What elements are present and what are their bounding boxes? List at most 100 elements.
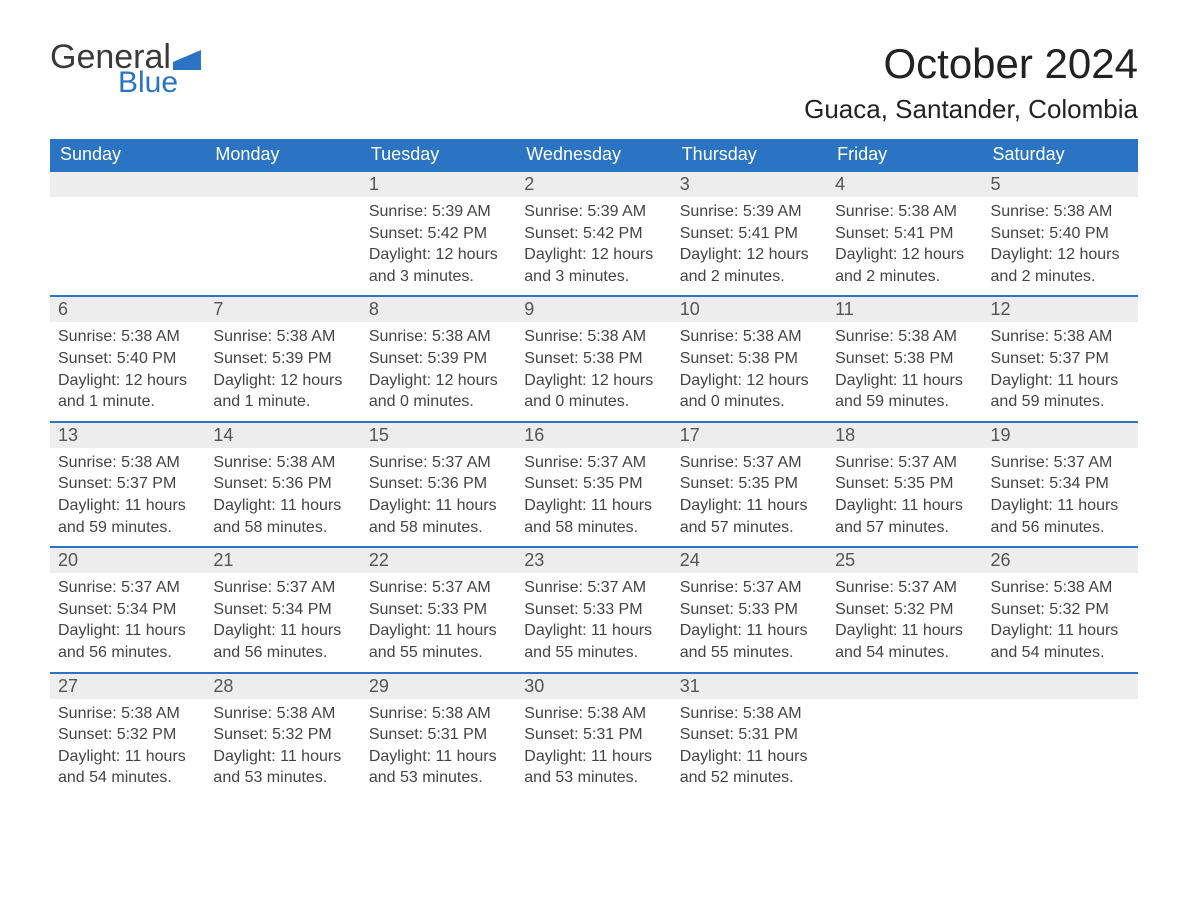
day-number: 28: [205, 672, 360, 699]
day-details: Sunrise: 5:38 AMSunset: 5:37 PMDaylight:…: [983, 322, 1138, 420]
day-details: Sunrise: 5:39 AMSunset: 5:42 PMDaylight:…: [516, 197, 671, 295]
daylight-text: Daylight: 12 hours and 1 minute.: [58, 370, 197, 413]
day-number: 9: [516, 295, 671, 322]
sunrise-text: Sunrise: 5:38 AM: [835, 326, 974, 348]
sunset-text: Sunset: 5:38 PM: [680, 348, 819, 370]
day-details: Sunrise: 5:38 AMSunset: 5:32 PMDaylight:…: [983, 573, 1138, 671]
day-number: 23: [516, 546, 671, 573]
sunrise-text: Sunrise: 5:38 AM: [213, 703, 352, 725]
day-number: 18: [827, 421, 982, 448]
day-number: 14: [205, 421, 360, 448]
daylight-text: Daylight: 11 hours and 54 minutes.: [991, 620, 1130, 663]
calendar-cell: [50, 170, 205, 295]
sunset-text: Sunset: 5:38 PM: [524, 348, 663, 370]
calendar-week-row: 27Sunrise: 5:38 AMSunset: 5:32 PMDayligh…: [50, 672, 1138, 797]
calendar-cell: 12Sunrise: 5:38 AMSunset: 5:37 PMDayligh…: [983, 295, 1138, 420]
sunset-text: Sunset: 5:34 PM: [991, 473, 1130, 495]
sunrise-text: Sunrise: 5:38 AM: [991, 201, 1130, 223]
sunrise-text: Sunrise: 5:37 AM: [835, 452, 974, 474]
day-number: 25: [827, 546, 982, 573]
sunrise-text: Sunrise: 5:38 AM: [213, 452, 352, 474]
day-details: Sunrise: 5:38 AMSunset: 5:32 PMDaylight:…: [50, 699, 205, 797]
sunset-text: Sunset: 5:41 PM: [835, 223, 974, 245]
day-details: Sunrise: 5:37 AMSunset: 5:33 PMDaylight:…: [672, 573, 827, 671]
day-number: 11: [827, 295, 982, 322]
day-details: Sunrise: 5:37 AMSunset: 5:32 PMDaylight:…: [827, 573, 982, 671]
daylight-text: Daylight: 11 hours and 53 minutes.: [369, 746, 508, 789]
calendar-cell: 11Sunrise: 5:38 AMSunset: 5:38 PMDayligh…: [827, 295, 982, 420]
day-details: Sunrise: 5:38 AMSunset: 5:38 PMDaylight:…: [827, 322, 982, 420]
weekday-heading: Wednesday: [516, 139, 671, 170]
day-details: Sunrise: 5:38 AMSunset: 5:38 PMDaylight:…: [672, 322, 827, 420]
calendar-cell: 23Sunrise: 5:37 AMSunset: 5:33 PMDayligh…: [516, 546, 671, 671]
day-details: Sunrise: 5:37 AMSunset: 5:33 PMDaylight:…: [361, 573, 516, 671]
day-number: 29: [361, 672, 516, 699]
sunrise-text: Sunrise: 5:37 AM: [680, 577, 819, 599]
day-number: 13: [50, 421, 205, 448]
day-details: Sunrise: 5:37 AMSunset: 5:34 PMDaylight:…: [983, 448, 1138, 546]
sunrise-text: Sunrise: 5:38 AM: [680, 703, 819, 725]
day-details: Sunrise: 5:37 AMSunset: 5:34 PMDaylight:…: [50, 573, 205, 671]
sunrise-text: Sunrise: 5:38 AM: [991, 326, 1130, 348]
day-number: [983, 672, 1138, 699]
sunset-text: Sunset: 5:34 PM: [58, 599, 197, 621]
day-number: 4: [827, 170, 982, 197]
logo: General Blue: [50, 40, 201, 98]
sunset-text: Sunset: 5:35 PM: [524, 473, 663, 495]
calendar-cell: 28Sunrise: 5:38 AMSunset: 5:32 PMDayligh…: [205, 672, 360, 797]
sunset-text: Sunset: 5:39 PM: [213, 348, 352, 370]
weekday-heading: Sunday: [50, 139, 205, 170]
day-number: 10: [672, 295, 827, 322]
sunset-text: Sunset: 5:32 PM: [58, 724, 197, 746]
sunset-text: Sunset: 5:32 PM: [213, 724, 352, 746]
sunset-text: Sunset: 5:35 PM: [835, 473, 974, 495]
calendar-cell: 2Sunrise: 5:39 AMSunset: 5:42 PMDaylight…: [516, 170, 671, 295]
day-details: Sunrise: 5:38 AMSunset: 5:31 PMDaylight:…: [361, 699, 516, 797]
day-details: Sunrise: 5:37 AMSunset: 5:33 PMDaylight:…: [516, 573, 671, 671]
sunset-text: Sunset: 5:32 PM: [991, 599, 1130, 621]
daylight-text: Daylight: 12 hours and 2 minutes.: [991, 244, 1130, 287]
day-details: Sunrise: 5:37 AMSunset: 5:35 PMDaylight:…: [672, 448, 827, 546]
sunset-text: Sunset: 5:40 PM: [58, 348, 197, 370]
day-number: 17: [672, 421, 827, 448]
calendar-cell: 17Sunrise: 5:37 AMSunset: 5:35 PMDayligh…: [672, 421, 827, 546]
day-number: 1: [361, 170, 516, 197]
title-block: October 2024 Guaca, Santander, Colombia: [804, 40, 1138, 125]
day-number: 5: [983, 170, 1138, 197]
calendar-cell: 31Sunrise: 5:38 AMSunset: 5:31 PMDayligh…: [672, 672, 827, 797]
calendar-cell: [205, 170, 360, 295]
daylight-text: Daylight: 12 hours and 1 minute.: [213, 370, 352, 413]
sunset-text: Sunset: 5:34 PM: [213, 599, 352, 621]
calendar-cell: 3Sunrise: 5:39 AMSunset: 5:41 PMDaylight…: [672, 170, 827, 295]
calendar-cell: 4Sunrise: 5:38 AMSunset: 5:41 PMDaylight…: [827, 170, 982, 295]
calendar-cell: 24Sunrise: 5:37 AMSunset: 5:33 PMDayligh…: [672, 546, 827, 671]
calendar-cell: 25Sunrise: 5:37 AMSunset: 5:32 PMDayligh…: [827, 546, 982, 671]
day-number: 24: [672, 546, 827, 573]
sunrise-text: Sunrise: 5:37 AM: [369, 452, 508, 474]
sunrise-text: Sunrise: 5:38 AM: [835, 201, 974, 223]
calendar-week-row: 6Sunrise: 5:38 AMSunset: 5:40 PMDaylight…: [50, 295, 1138, 420]
daylight-text: Daylight: 11 hours and 58 minutes.: [524, 495, 663, 538]
day-number: 26: [983, 546, 1138, 573]
day-details: Sunrise: 5:38 AMSunset: 5:32 PMDaylight:…: [205, 699, 360, 797]
calendar-cell: 30Sunrise: 5:38 AMSunset: 5:31 PMDayligh…: [516, 672, 671, 797]
sunrise-text: Sunrise: 5:37 AM: [835, 577, 974, 599]
day-number: 12: [983, 295, 1138, 322]
calendar-cell: 29Sunrise: 5:38 AMSunset: 5:31 PMDayligh…: [361, 672, 516, 797]
day-number: 15: [361, 421, 516, 448]
calendar-cell: 14Sunrise: 5:38 AMSunset: 5:36 PMDayligh…: [205, 421, 360, 546]
daylight-text: Daylight: 11 hours and 59 minutes.: [835, 370, 974, 413]
day-number: 20: [50, 546, 205, 573]
daylight-text: Daylight: 11 hours and 57 minutes.: [835, 495, 974, 538]
daylight-text: Daylight: 11 hours and 53 minutes.: [213, 746, 352, 789]
day-number: 8: [361, 295, 516, 322]
daylight-text: Daylight: 11 hours and 56 minutes.: [991, 495, 1130, 538]
day-details: Sunrise: 5:37 AMSunset: 5:35 PMDaylight:…: [827, 448, 982, 546]
calendar-cell: 26Sunrise: 5:38 AMSunset: 5:32 PMDayligh…: [983, 546, 1138, 671]
day-number: 16: [516, 421, 671, 448]
day-details: Sunrise: 5:38 AMSunset: 5:37 PMDaylight:…: [50, 448, 205, 546]
calendar-cell: 15Sunrise: 5:37 AMSunset: 5:36 PMDayligh…: [361, 421, 516, 546]
daylight-text: Daylight: 11 hours and 57 minutes.: [680, 495, 819, 538]
daylight-text: Daylight: 11 hours and 56 minutes.: [58, 620, 197, 663]
sunrise-text: Sunrise: 5:37 AM: [680, 452, 819, 474]
